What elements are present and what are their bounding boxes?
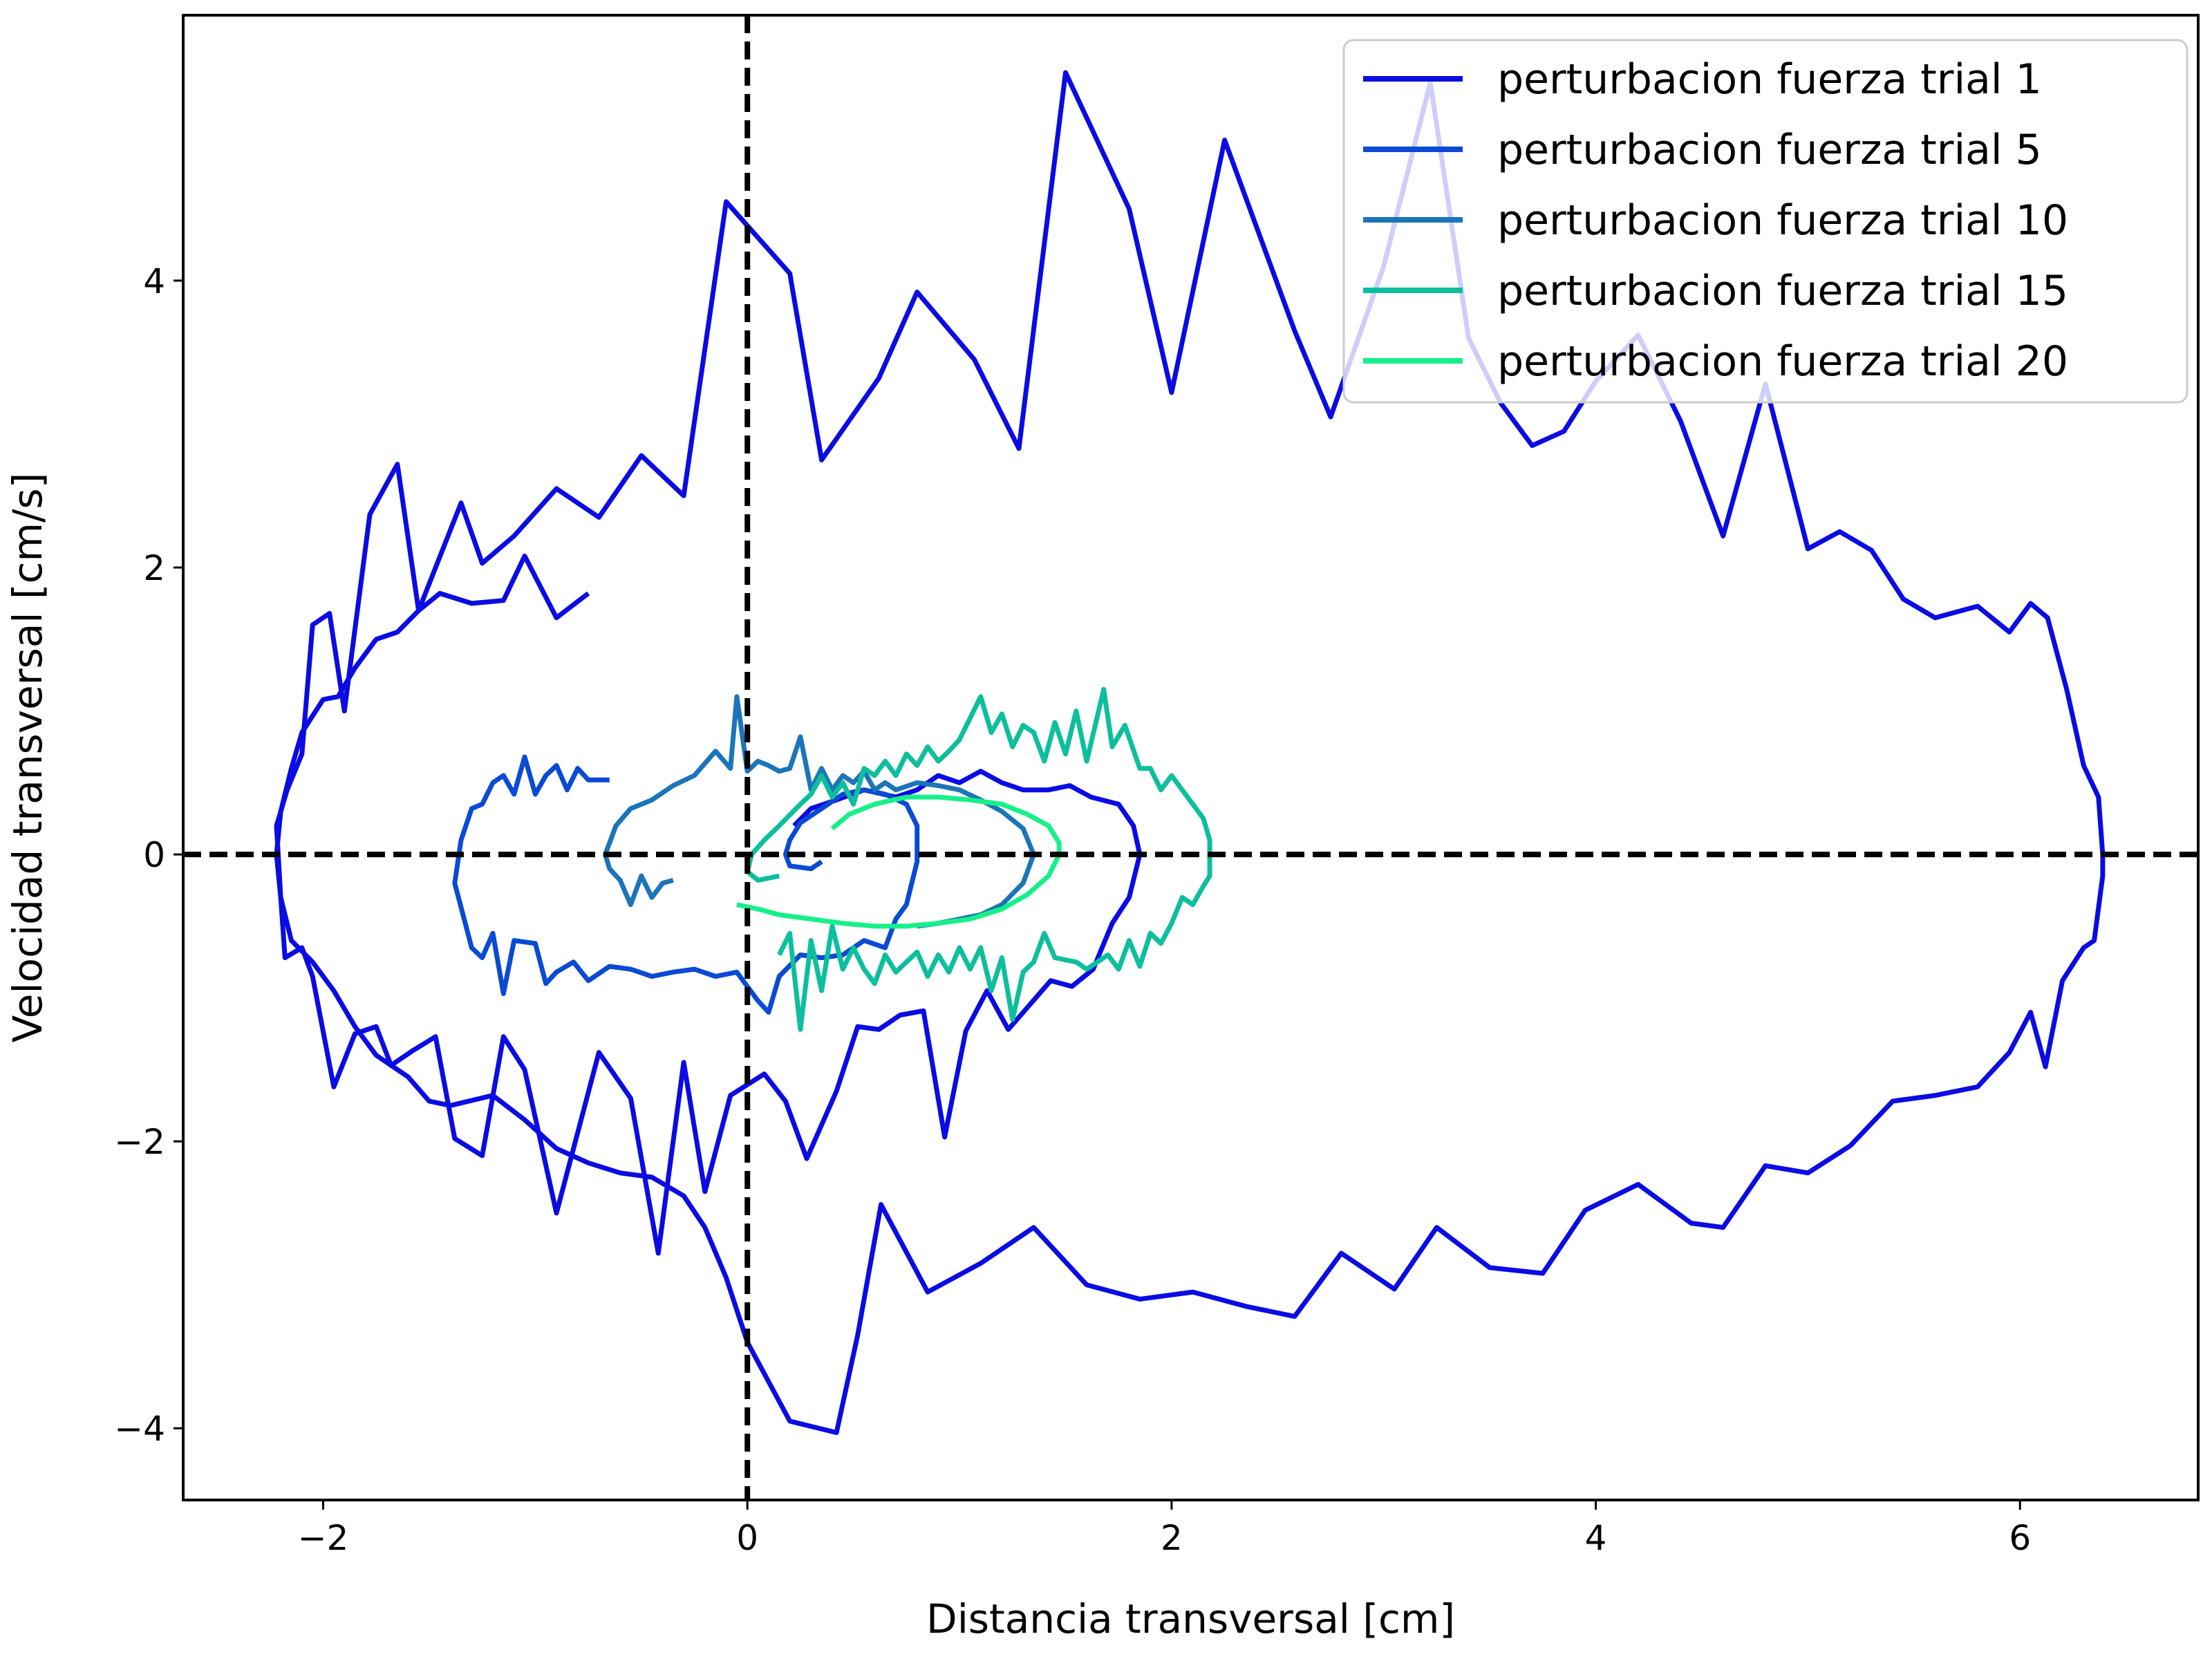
- series-line-trial-5: [736, 794, 1062, 929]
- reference-lines: [183, 15, 2198, 1500]
- series-line-trial-3: [603, 694, 1036, 929]
- x-tick-label: −2: [298, 1518, 349, 1558]
- legend-label: perturbacion fuerza trial 5: [1497, 126, 2042, 174]
- x-tick-label: 6: [2009, 1518, 2031, 1558]
- legend-label: perturbacion fuerza trial 15: [1497, 267, 2068, 315]
- x-axis-label: Distancia transversal [cm]: [926, 1595, 1455, 1642]
- y-tick-label: −2: [114, 1122, 165, 1162]
- x-tick-label: 4: [1585, 1518, 1607, 1558]
- legend-label: perturbacion fuerza trial 10: [1497, 196, 2068, 245]
- y-axis-label: Velocidad transversal [cm/s]: [4, 473, 51, 1043]
- y-tick-label: 0: [143, 835, 165, 875]
- y-tick-label: −4: [114, 1409, 165, 1449]
- plot-area-frame: [182, 14, 2200, 1501]
- x-tick-label: 2: [1161, 1518, 1183, 1558]
- legend-box: [1342, 39, 2188, 404]
- series-line-trial-4: [744, 686, 1212, 1032]
- y-tick-label: 2: [143, 548, 165, 588]
- x-tick-label: 0: [736, 1518, 758, 1558]
- y-tick-label: 4: [143, 261, 165, 301]
- axis-ticks: −2 0 2 4 6 −4 −2 0 2 4: [114, 261, 2031, 1558]
- legend: perturbacion fuerza trial 1 perturbacion …: [1342, 39, 2188, 404]
- series-line-trial-2: [452, 754, 920, 1015]
- legend-label: perturbacion fuerza trial 1: [1497, 55, 2042, 104]
- legend-label: perturbacion fuerza trial 20: [1497, 337, 2068, 386]
